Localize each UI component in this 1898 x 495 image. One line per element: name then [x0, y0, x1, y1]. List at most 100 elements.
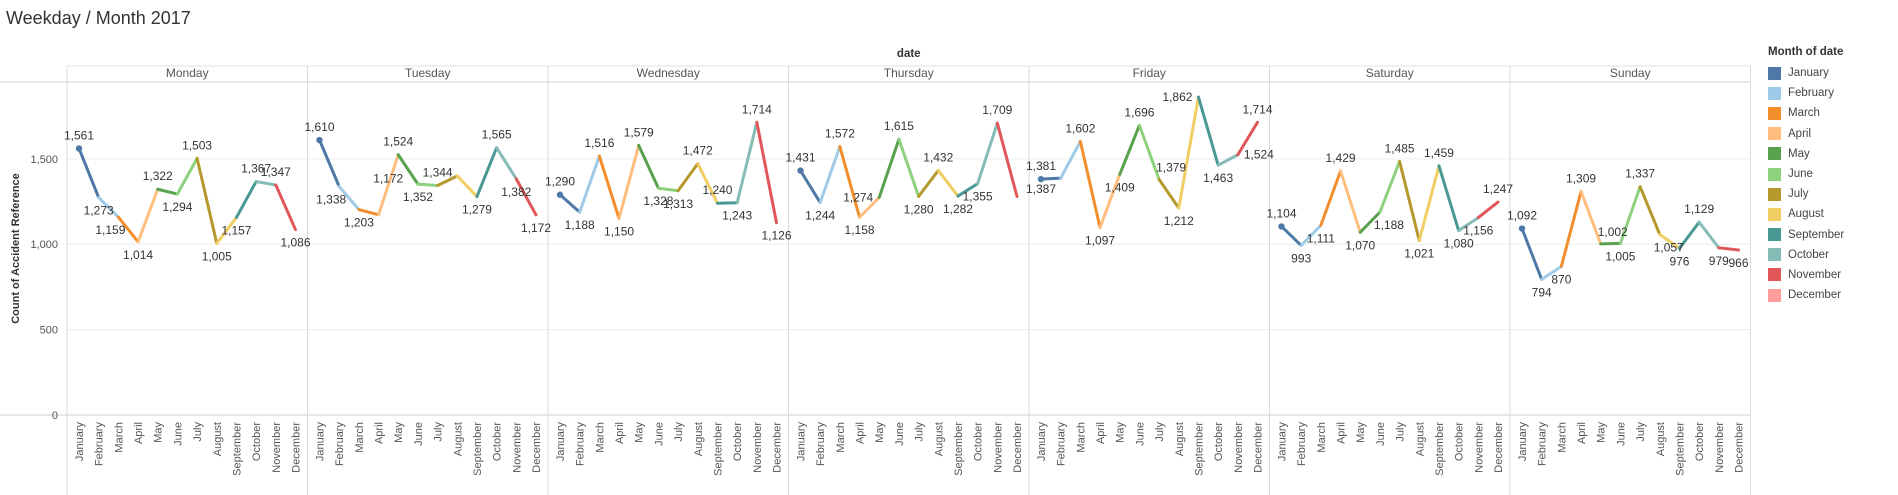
- data-label: 1,014: [123, 248, 153, 262]
- data-label: 1,247: [1483, 182, 1513, 196]
- data-label: 1,463: [1203, 171, 1233, 185]
- series-line-tuesday: [357, 208, 381, 217]
- x-tick-label: December: [1253, 422, 1265, 473]
- data-label: 1,862: [1162, 90, 1192, 104]
- x-tick-label: November: [511, 422, 523, 473]
- x-tick-label: August: [693, 422, 705, 456]
- x-tick-label: March: [113, 422, 125, 453]
- x-tick-label: January: [315, 422, 327, 462]
- legend-label: November: [1788, 268, 1842, 281]
- data-label: 1,337: [1625, 167, 1655, 181]
- x-tick-label: October: [492, 422, 504, 461]
- page-title: Weekday / Month 2017: [6, 8, 191, 28]
- data-label: 1,086: [280, 236, 310, 250]
- x-tick-label: April: [1336, 422, 1348, 444]
- legend-swatch: [1768, 86, 1781, 100]
- series-line-saturday: [1299, 223, 1323, 247]
- x-tick-label: January: [1277, 422, 1289, 462]
- x-tick-label: May: [634, 422, 646, 443]
- y-axis-title: Count of Accident Reference: [10, 173, 22, 324]
- data-point-tuesday: [316, 136, 323, 144]
- legend-swatch: [1768, 268, 1781, 282]
- legend-swatch: [1768, 147, 1781, 161]
- x-tick-label: August: [212, 422, 224, 456]
- legend-item-february: February: [1768, 83, 1844, 103]
- legend-label: May: [1788, 147, 1810, 160]
- series-line-thursday: [799, 169, 822, 205]
- x-tick-label: June: [172, 422, 184, 446]
- data-label: 1,431: [785, 151, 815, 165]
- x-tick-label: December: [1012, 422, 1024, 473]
- x-tick-label: April: [1576, 422, 1588, 444]
- data-label: 1,409: [1105, 180, 1135, 194]
- series-line-friday: [1098, 172, 1122, 230]
- x-tick-label: May: [393, 422, 405, 443]
- legend-item-august: August: [1768, 204, 1844, 224]
- data-label: 1,572: [825, 127, 855, 141]
- data-label: 1,459: [1424, 146, 1454, 160]
- series-line-saturday: [1280, 224, 1303, 247]
- series-line-sunday: [1658, 232, 1681, 250]
- x-tick-label: June: [1615, 422, 1627, 446]
- x-tick-label: February: [815, 422, 827, 467]
- data-label: 1,485: [1385, 141, 1415, 155]
- data-label: 1,696: [1124, 105, 1154, 119]
- legend-swatch: [1768, 66, 1781, 80]
- x-tick-label: June: [894, 422, 906, 446]
- data-label: 1,188: [565, 218, 595, 232]
- series-line-monday: [156, 187, 179, 196]
- x-tick-label: July: [914, 422, 926, 442]
- x-tick-label: June: [1375, 422, 1387, 446]
- data-label: 1,714: [1242, 102, 1272, 116]
- data-label: 1,561: [64, 128, 94, 142]
- legend-label: August: [1788, 208, 1824, 221]
- data-label: 1,344: [423, 165, 453, 179]
- data-label: 1,158: [845, 223, 875, 237]
- x-tick-label: September: [1434, 422, 1446, 476]
- series-line-wednesday: [578, 154, 601, 214]
- data-label: 1,610: [304, 120, 334, 134]
- data-label: 993: [1291, 251, 1311, 265]
- x-tick-label: February: [334, 422, 346, 467]
- series-line-thursday: [995, 121, 1019, 198]
- y-tick-label: 0: [52, 410, 58, 422]
- legend-item-january: January: [1768, 63, 1844, 83]
- legend-swatch: [1768, 106, 1781, 120]
- data-label: 1,328: [643, 194, 673, 208]
- x-tick-label: October: [1454, 422, 1466, 461]
- legend-swatch: [1768, 207, 1781, 221]
- data-label: 1,290: [545, 175, 575, 189]
- series-line-tuesday: [318, 138, 341, 189]
- data-label: 1,057: [1654, 240, 1684, 254]
- series-line-wednesday: [597, 154, 621, 221]
- series-line-saturday: [1358, 210, 1382, 234]
- data-label: 1,273: [84, 204, 114, 218]
- data-label: 1,524: [1244, 148, 1274, 162]
- data-label: 1,381: [1026, 159, 1056, 173]
- data-label: 1,387: [1026, 182, 1056, 196]
- series-line-sunday: [1520, 227, 1544, 281]
- data-label: 1,157: [221, 223, 251, 237]
- legend-item-april: April: [1768, 124, 1844, 144]
- x-tick-label: March: [1316, 422, 1328, 453]
- x-tick-label: January: [555, 422, 567, 462]
- data-label: 1,240: [702, 183, 732, 197]
- x-tick-label: August: [1174, 422, 1186, 456]
- legend-label: January: [1788, 67, 1829, 80]
- data-label: 1,021: [1404, 247, 1434, 261]
- legend-item-november: November: [1768, 265, 1844, 285]
- data-label: 1,005: [202, 249, 232, 263]
- x-tick-label: July: [1635, 422, 1647, 442]
- x-tick-label: May: [1115, 422, 1127, 443]
- series-line-saturday: [1437, 164, 1461, 233]
- panel-header-wednesday: Wednesday: [637, 66, 700, 80]
- series-line-monday: [77, 146, 101, 200]
- legend-item-july: July: [1768, 184, 1844, 204]
- x-tick-label: July: [673, 422, 685, 442]
- x-tick-label: April: [374, 422, 386, 444]
- data-label: 1,602: [1065, 121, 1095, 135]
- x-tick-label: January: [1036, 422, 1048, 462]
- x-tick-label: July: [433, 422, 445, 442]
- series-line-saturday: [1457, 216, 1480, 233]
- data-point-monday: [75, 145, 83, 152]
